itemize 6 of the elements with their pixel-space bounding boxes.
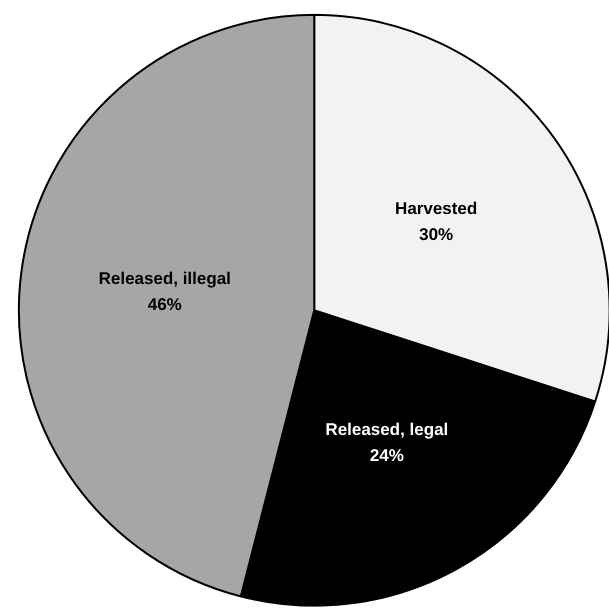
slice-label: Released, legal bbox=[325, 420, 448, 439]
data-label: 46% bbox=[148, 294, 182, 314]
slice-label: Released, illegal bbox=[98, 268, 231, 288]
slice-label: Harvested bbox=[395, 199, 478, 218]
data-label: 30% bbox=[419, 225, 454, 244]
data-label: 24% bbox=[370, 446, 404, 465]
